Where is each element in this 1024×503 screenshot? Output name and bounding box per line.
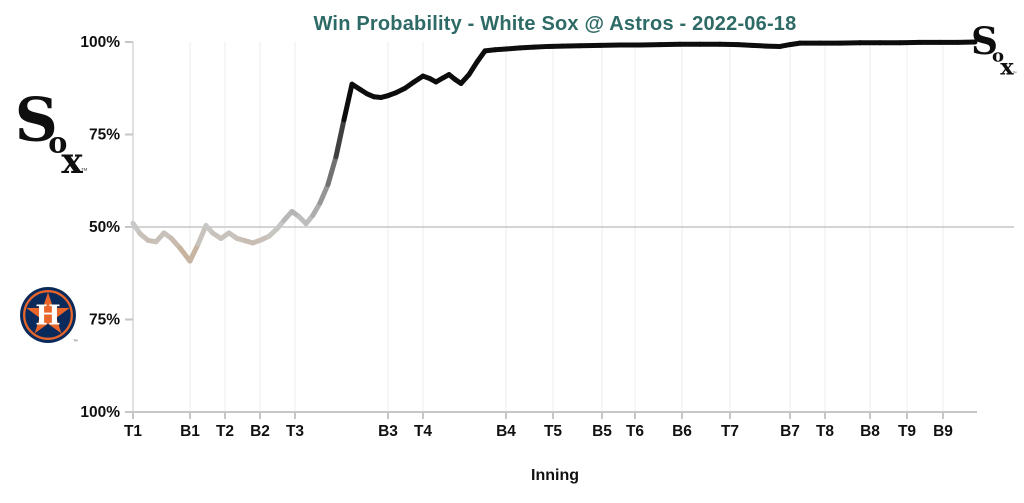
x-tick-label: B3 — [378, 423, 398, 440]
astros-logo: H ™ — [20, 287, 78, 345]
x-tick-label: B4 — [496, 423, 516, 440]
y-tick-label: 75% — [89, 127, 120, 144]
white-sox-logo: S o x ™ — [15, 86, 88, 182]
x-axis-title: Inning — [531, 467, 579, 484]
astros-logo-ring — [23, 290, 73, 340]
x-tick-label: B2 — [250, 423, 270, 440]
x-tick-label: B8 — [860, 423, 880, 440]
x-tick-label: T1 — [124, 423, 142, 440]
win-probability-line-segment — [333, 117, 347, 160]
x-tick-label: B7 — [780, 423, 800, 440]
win-probability-line-segment — [187, 241, 201, 264]
x-tick-label: B1 — [180, 423, 200, 440]
white-sox-endpoint-logo: S o x ™ — [971, 19, 1017, 80]
sox-letter-o: o — [48, 126, 67, 160]
win-probability-line-segment — [195, 223, 209, 247]
y-tick-label: 75% — [89, 312, 120, 329]
x-tick-label: T2 — [216, 423, 234, 440]
astros-star-icon — [26, 292, 70, 334]
x-tick-label: T4 — [414, 423, 432, 440]
x-tick-label: T5 — [544, 423, 562, 440]
trademark-symbol: ™ — [73, 339, 78, 345]
x-tick-label: B9 — [933, 423, 953, 440]
win-probability-line-segment — [341, 81, 355, 123]
x-tick-label: T3 — [286, 423, 304, 440]
trademark-symbol: ™ — [1012, 70, 1017, 75]
x-tick-label: T8 — [816, 423, 834, 440]
x-tick-label: T6 — [626, 423, 644, 440]
sox-letter-s: S — [971, 19, 998, 63]
win-probability-line-segment — [317, 181, 331, 206]
y-tick-label: 100% — [80, 404, 120, 421]
trademark-symbol: ™ — [80, 167, 87, 175]
x-tick-label: T7 — [721, 423, 739, 440]
chart-title: Win Probability - White Sox @ Astros - 2… — [313, 13, 797, 35]
x-tick-label: B6 — [672, 423, 692, 440]
x-tick-label: T9 — [898, 423, 916, 440]
sox-letter-o: o — [992, 46, 1004, 67]
sox-letter-x: x — [61, 140, 83, 182]
astros-letter-h: H — [35, 300, 60, 331]
y-tick-label: 50% — [89, 219, 120, 236]
sox-letter-x: x — [1000, 54, 1014, 80]
sox-letter-s: S — [15, 86, 58, 156]
win-probability-line-segment — [325, 154, 339, 187]
y-tick-label: 100% — [80, 34, 120, 51]
x-tick-label: B5 — [592, 423, 612, 440]
